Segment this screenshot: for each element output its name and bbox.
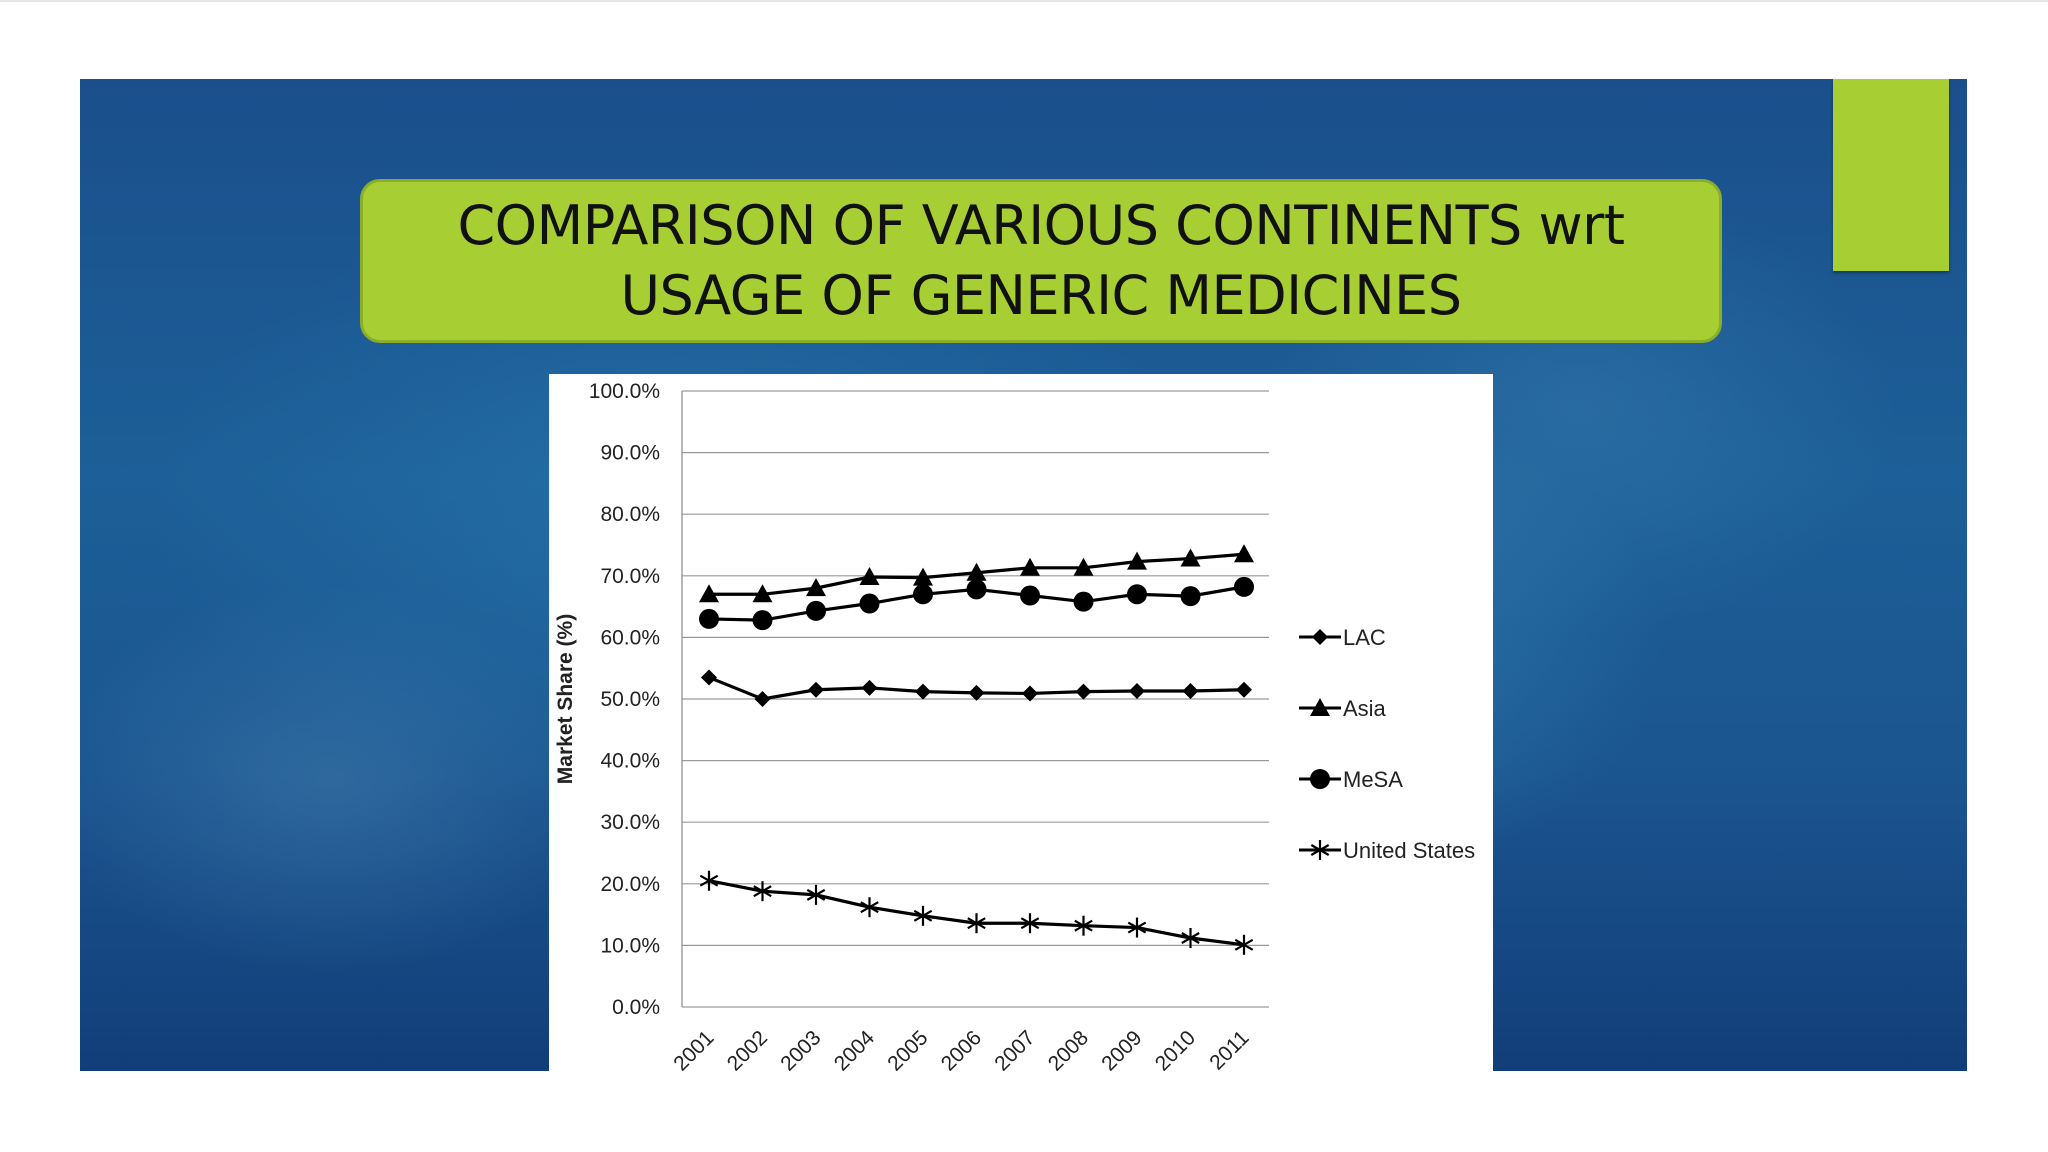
point-lac [915, 683, 931, 700]
x-tick-label: 2010 [1151, 1026, 1200, 1071]
legend-label-asia: Asia [1343, 696, 1387, 721]
point-united-states [1234, 934, 1254, 955]
point-mesa [752, 610, 773, 631]
y-tick-label: 50.0% [600, 688, 660, 711]
point-lac [1075, 683, 1092, 700]
point-asia [859, 567, 880, 586]
line-chart: 0.0% 10.0% 20.0% 30.0% 40.0% 50.0% 60.0% 70.0% 8… [554, 380, 1475, 1071]
legend-marker-asia [1310, 698, 1330, 716]
slide-title: COMPARISON OF VARIOUS CONTINENTS wrt USA… [457, 194, 1625, 327]
legend-label-united-states: United States [1343, 838, 1475, 863]
y-tick-label: 40.0% [600, 750, 660, 773]
series-line-united-states [708, 879, 1245, 947]
y-tick-label: 70.0% [600, 565, 660, 588]
point-mesa [806, 600, 826, 621]
x-tick-label: 2008 [1044, 1026, 1093, 1071]
point-united-states [1074, 915, 1093, 936]
point-united-states [699, 870, 719, 891]
point-asia [1180, 548, 1201, 567]
slide-background: COMPARISON OF VARIOUS CONTINENTS wrt USA… [80, 79, 1967, 1071]
point-asia [913, 567, 933, 586]
point-united-states [753, 881, 772, 902]
point-lac [1022, 685, 1038, 702]
x-tick-label: 2006 [937, 1026, 986, 1071]
point-united-states [1181, 928, 1200, 949]
chart-panel: 0.0% 10.0% 20.0% 30.0% 40.0% 50.0% 60.0% 70.0% 8… [549, 374, 1493, 1071]
point-mesa [966, 579, 987, 600]
point-lac [754, 691, 771, 707]
x-tick-label: 2005 [883, 1026, 932, 1071]
y-tick-label: 10.0% [600, 934, 660, 957]
point-mesa [913, 584, 933, 605]
point-mesa [699, 608, 719, 629]
point-lac [861, 679, 878, 696]
point-asia [752, 584, 773, 603]
x-tick-label: 2007 [990, 1026, 1039, 1071]
top-border [0, 0, 2048, 2]
x-tick-label: 2011 [1205, 1026, 1253, 1071]
y-tick-label: 90.0% [600, 442, 660, 465]
title-banner: COMPARISON OF VARIOUS CONTINENTS wrt USA… [360, 179, 1722, 343]
point-lac [1182, 682, 1199, 699]
x-tick-label: 2003 [776, 1026, 825, 1071]
point-united-states [1020, 913, 1040, 934]
legend-label-lac: LAC [1343, 625, 1386, 650]
corner-accent-tab [1833, 79, 1949, 271]
point-mesa [859, 593, 880, 614]
legend-marker-lac [1312, 629, 1328, 645]
y-tick-label: 60.0% [600, 626, 660, 649]
x-tick-label: 2001 [669, 1026, 718, 1071]
y-tick-label: 0.0% [612, 996, 660, 1019]
point-mesa [1020, 585, 1040, 606]
y-tick-label: 20.0% [600, 873, 660, 896]
x-tick-label: 2004 [830, 1026, 880, 1071]
point-asia [1073, 557, 1094, 576]
x-tick-label: 2002 [723, 1026, 772, 1071]
point-asia [1127, 551, 1147, 570]
point-united-states [860, 897, 879, 918]
x-tick-label: 2009 [1097, 1026, 1146, 1071]
point-united-states [913, 905, 933, 926]
point-united-states [806, 884, 826, 905]
point-mesa [1180, 586, 1201, 607]
y-axis-label: Market Share (%) [554, 614, 577, 784]
point-mesa [1127, 584, 1147, 605]
point-lac [1236, 681, 1252, 698]
y-tick-label: 30.0% [600, 811, 660, 834]
point-mesa [1234, 576, 1254, 597]
point-lac [968, 684, 985, 701]
y-tick-label: 80.0% [600, 503, 660, 526]
point-united-states [1127, 917, 1147, 938]
point-asia [806, 578, 826, 597]
legend-label-mesa: MeSA [1343, 767, 1403, 792]
legend-marker-mesa [1310, 769, 1330, 789]
point-asia [699, 584, 719, 603]
point-lac [808, 681, 824, 698]
y-tick-label: 100.0% [589, 380, 660, 403]
point-asia [1020, 557, 1040, 576]
point-asia [966, 562, 987, 581]
point-mesa [1073, 591, 1094, 612]
legend-marker-united-states [1310, 840, 1330, 860]
point-asia [1234, 544, 1254, 563]
point-lac [701, 669, 717, 686]
point-lac [1129, 682, 1145, 699]
point-united-states [967, 913, 986, 934]
